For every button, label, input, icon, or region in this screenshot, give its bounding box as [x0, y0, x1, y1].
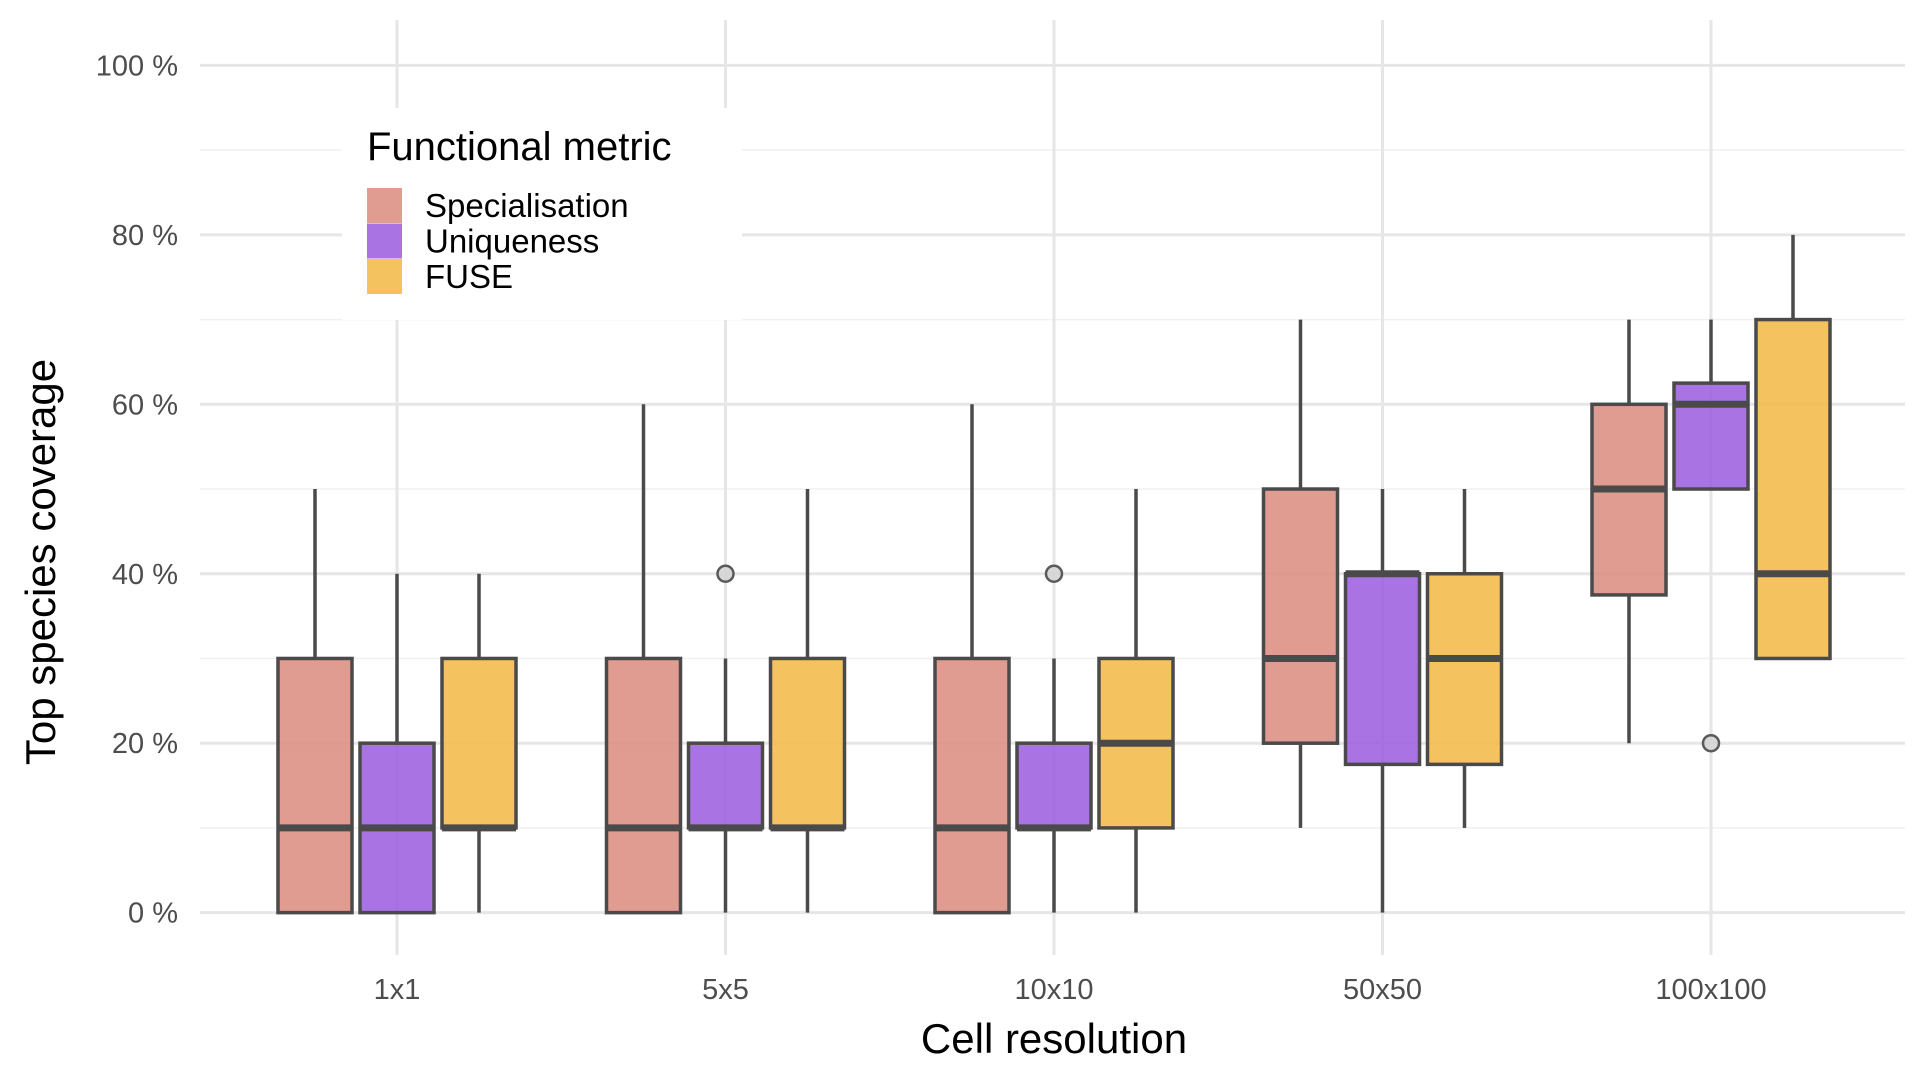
legend-title: Functional metric: [367, 125, 672, 169]
box-group: [1425, 489, 1504, 828]
x-tick-label: 5x5: [702, 974, 749, 1006]
box-iqr: [604, 656, 683, 915]
box-group: [933, 404, 1011, 915]
outlier-point: [1701, 733, 1721, 753]
y-tick-label: 80 %: [112, 220, 178, 252]
outlier-point: [716, 564, 735, 583]
box-iqr: [686, 741, 765, 830]
box-iqr: [933, 656, 1011, 915]
box-group: [1590, 319, 1668, 744]
legend-background: [342, 108, 742, 320]
legend-key-specialisation: [367, 188, 402, 223]
box-iqr: [1672, 381, 1750, 491]
x-tick-label: 50x50: [1343, 974, 1422, 1006]
axis-layer: 0 % 20 % 40 % 60 % 80 % 100 % 1x1 5x5 10x10 50x50…: [96, 50, 1767, 1006]
legend-label: Specialisation: [425, 187, 629, 224]
box-iqr: [1590, 402, 1668, 597]
box-group: [440, 573, 518, 913]
box-group: [1754, 234, 1832, 661]
box-group: [604, 404, 683, 915]
y-tick-label: 100 %: [96, 50, 178, 82]
box-iqr: [1261, 487, 1340, 745]
x-axis-title: Cell resolution: [921, 1015, 1187, 1062]
legend-label: FUSE: [425, 258, 513, 295]
y-tick-label: 20 %: [112, 728, 178, 760]
box-iqr: [440, 656, 518, 830]
box-layer: [276, 234, 1832, 915]
box-group: [1097, 489, 1175, 913]
box-group: [358, 573, 436, 915]
box-group: [1261, 319, 1340, 828]
box-group: [1672, 319, 1750, 753]
y-tick-label: 0 %: [128, 898, 178, 930]
y-tick-label: 40 %: [112, 559, 178, 591]
box-group: [276, 489, 354, 915]
legend-key-fuse: [367, 259, 402, 294]
box-group: [1015, 564, 1093, 913]
y-axis-title: Top species coverage: [17, 359, 64, 765]
box-iqr: [1015, 741, 1093, 830]
legend-key-uniqueness: [367, 223, 402, 259]
box-group: [768, 489, 847, 913]
box-iqr: [1754, 317, 1832, 661]
outlier-point: [1044, 564, 1064, 583]
x-tick-label: 10x10: [1014, 974, 1093, 1006]
box-iqr: [1343, 572, 1422, 767]
box-group: [686, 564, 765, 913]
box-group: [1343, 489, 1422, 913]
box-iqr: [768, 656, 847, 830]
legend-label: Uniqueness: [425, 223, 599, 260]
y-tick-label: 60 %: [112, 389, 178, 421]
legend: Functional metric SpecialisationUniquene…: [342, 108, 742, 320]
x-tick-label: 100x100: [1655, 974, 1766, 1006]
x-tick-label: 1x1: [374, 974, 421, 1006]
box-iqr: [276, 656, 354, 915]
box-iqr: [1425, 572, 1504, 767]
